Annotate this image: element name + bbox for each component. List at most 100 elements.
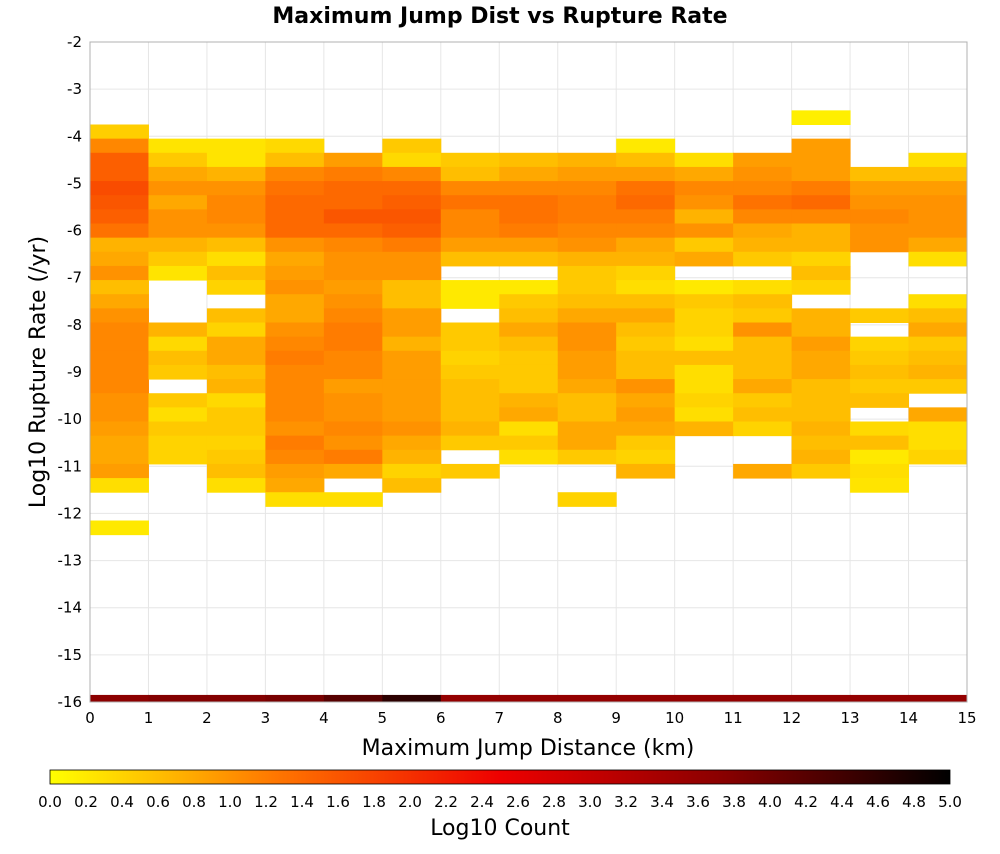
colorbar-tick-label: 4.6: [866, 793, 890, 811]
heatmap-cell: [265, 694, 325, 702]
colorbar-tick-label: 3.4: [650, 793, 674, 811]
heatmap-cell: [90, 294, 149, 309]
heatmap-cell: [440, 322, 500, 338]
chart-title: Maximum Jump Dist vs Rupture Rate: [272, 4, 727, 29]
x-tick-label: 9: [611, 709, 621, 727]
heatmap-cell: [674, 379, 734, 394]
heatmap-cell: [791, 449, 851, 465]
heatmap-cell: [791, 265, 851, 281]
heatmap-cell: [557, 492, 617, 507]
heatmap-cell: [557, 407, 617, 422]
heatmap-cell: [908, 166, 968, 182]
y-tick-label: -5: [67, 174, 82, 192]
x-tick-label: 10: [665, 709, 684, 727]
heatmap-cell: [908, 195, 968, 210]
heatmap-cell: [382, 280, 442, 295]
heatmap-cell: [265, 463, 325, 479]
colorbar-tick-label: 0.8: [182, 793, 206, 811]
heatmap-cell: [90, 421, 149, 437]
heatmap-cells: [90, 110, 968, 702]
heatmap-cell: [733, 694, 793, 702]
colorbar-tick-label: 4.4: [830, 793, 854, 811]
heatmap-cell: [499, 280, 559, 295]
heatmap-cell: [791, 407, 851, 422]
colorbar-tick-label: 0.4: [110, 793, 134, 811]
heatmap-cell: [557, 350, 617, 366]
heatmap-cell: [557, 435, 617, 451]
heatmap-cell: [148, 181, 208, 196]
heatmap-cell: [616, 152, 676, 168]
colorbar: [49, 769, 951, 785]
heatmap-cell: [616, 421, 676, 437]
heatmap-cell: [148, 364, 208, 380]
heatmap-cell: [850, 166, 910, 182]
heatmap-cell: [733, 294, 793, 309]
heatmap-cell: [382, 322, 442, 338]
heatmap-cell: [323, 449, 383, 465]
heatmap-cell: [206, 280, 266, 295]
colorbar-tick-label: 2.0: [398, 793, 422, 811]
heatmap-cell: [557, 195, 617, 210]
heatmap-cell: [733, 322, 793, 338]
heatmap-cell: [323, 209, 383, 224]
heatmap-cell: [148, 393, 208, 408]
heatmap-cell: [382, 379, 442, 394]
heatmap-cell: [440, 364, 500, 380]
y-axis-label: Log10 Rupture Rate (/yr): [26, 236, 51, 508]
heatmap-cell: [850, 350, 910, 366]
heatmap-cell: [148, 223, 208, 239]
heatmap-cell: [206, 379, 266, 394]
heatmap-cell: [265, 294, 325, 309]
heatmap-cell: [791, 237, 851, 253]
heatmap-cell: [440, 294, 500, 309]
colorbar-tick-label: 1.0: [218, 793, 242, 811]
colorbar-tick-label: 1.2: [254, 793, 278, 811]
heatmap-cell: [791, 379, 851, 394]
heatmap-cell: [323, 308, 383, 323]
heatmap-cell: [382, 138, 442, 154]
heatmap-cell: [440, 251, 500, 267]
heatmap-cell: [908, 364, 968, 380]
heatmap-cell: [323, 152, 383, 168]
heatmap-cell: [850, 336, 910, 352]
heatmap-cell: [733, 350, 793, 366]
heatmap-cell: [616, 435, 676, 451]
heatmap-cell: [440, 237, 500, 253]
heatmap-cell: [908, 152, 968, 168]
heatmap-cell: [148, 336, 208, 352]
heatmap-cell: [206, 322, 266, 338]
x-tick-label: 1: [144, 709, 154, 727]
heatmap-cell: [382, 152, 442, 168]
heatmap-cell: [382, 350, 442, 366]
heatmap-cell: [908, 435, 968, 451]
heatmap-cell: [90, 379, 149, 394]
heatmap-cell: [323, 435, 383, 451]
heatmap-cell: [90, 138, 149, 154]
heatmap-cell: [382, 308, 442, 323]
heatmap-cell: [908, 308, 968, 323]
heatmap-cell: [733, 336, 793, 352]
heatmap-cell: [733, 364, 793, 380]
heatmap-cell: [674, 407, 734, 422]
heatmap-cell: [557, 294, 617, 309]
heatmap-cell: [850, 435, 910, 451]
heatmap-cell: [733, 280, 793, 295]
heatmap-cell: [90, 251, 149, 267]
heatmap-cell: [382, 421, 442, 437]
heatmap-cell: [674, 350, 734, 366]
heatmap-cell: [323, 379, 383, 394]
heatmap-cell: [90, 152, 149, 168]
heatmap-cell: [206, 209, 266, 224]
heatmap-cell: [557, 166, 617, 182]
heatmap-cell: [616, 449, 676, 465]
heatmap-cell: [499, 223, 559, 239]
heatmap-cell: [382, 251, 442, 267]
heatmap-cell: [148, 195, 208, 210]
heatmap-cell: [265, 181, 325, 196]
heatmap-cell: [850, 237, 910, 253]
heatmap-cell: [265, 435, 325, 451]
heatmap-cell: [616, 407, 676, 422]
heatmap-cell: [148, 407, 208, 422]
heatmap-cell: [791, 364, 851, 380]
heatmap-cell: [265, 152, 325, 168]
